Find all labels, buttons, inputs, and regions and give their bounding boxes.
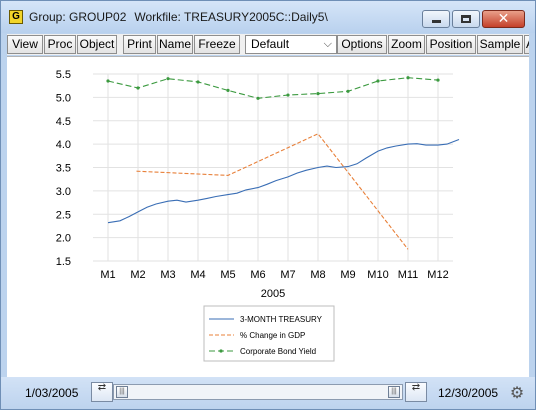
series-point — [376, 79, 380, 83]
maximize-button[interactable] — [452, 10, 480, 28]
series-point — [166, 77, 170, 81]
minimize-button[interactable] — [422, 10, 450, 28]
gridlines — [93, 73, 453, 262]
x-tick-label: M3 — [160, 269, 175, 281]
name-button[interactable]: Name — [157, 35, 193, 54]
x-tick-label: M10 — [367, 269, 388, 281]
series-line-1 — [107, 138, 460, 224]
y-tick-label: 3.0 — [56, 186, 71, 198]
y-tick-label: 1.5 — [56, 256, 71, 268]
zoom-button[interactable]: Zoom — [388, 35, 425, 54]
series-point — [136, 86, 140, 90]
series-point — [346, 89, 350, 93]
double-arrow-icon: ⇄ — [97, 382, 107, 393]
y-tick-label: 2.5 — [56, 209, 71, 221]
object-toolbar: View Proc Object Print Name Freeze Defau… — [7, 34, 529, 55]
sample-start-date: 1/03/2005 — [25, 386, 79, 400]
object-button[interactable]: Object — [77, 35, 117, 54]
gear-icon[interactable]: ⚙ — [509, 385, 525, 402]
x-tick-label: M4 — [190, 269, 205, 281]
x-tick-label: M1 — [100, 269, 115, 281]
series-lines — [106, 76, 460, 250]
graph-area[interactable]: 1.5 2.0 2.5 3.0 3.5 4.0 4.5 5.0 5.5 M1 M2 M3 M4 M5 M6 M… — [7, 56, 529, 377]
dropdown-value: Default — [251, 37, 290, 51]
proc-button[interactable]: Proc — [44, 35, 76, 54]
close-icon: ✕ — [497, 11, 510, 27]
y-tick-label: 3.5 — [56, 163, 71, 175]
slider-start-handle[interactable]: ||| — [116, 386, 128, 398]
series-point — [316, 92, 320, 96]
graph-type-dropdown[interactable]: Default ⌵ — [245, 35, 337, 54]
axes: 1.5 2.0 2.5 3.0 3.5 4.0 4.5 5.0 5.5 M1 M2 M3 M4 M5 M6 M… — [56, 69, 449, 300]
y-tick-label: 4.5 — [56, 116, 71, 128]
freeze-button[interactable]: Freeze — [194, 35, 240, 54]
title-group: Group: GROUP02 — [29, 10, 127, 24]
title-workfile: Workfile: TREASURY2005C::Daily5\ — [134, 10, 328, 24]
view-button[interactable]: View — [7, 35, 43, 54]
legend: 3-MONTH TREASURY % Change in GDP Corporate… — [203, 305, 335, 362]
y-tick-label: 4.0 — [56, 139, 71, 151]
legend-entry: % Change in GDP — [240, 331, 305, 340]
sample-start-arrows-button[interactable]: ⇄ — [91, 382, 113, 402]
series-line-2 — [136, 133, 409, 250]
sample-end-arrows-button[interactable]: ⇄ — [405, 382, 427, 402]
close-button[interactable]: ✕ — [482, 10, 525, 28]
sample-end-date: 12/30/2005 — [438, 386, 499, 400]
x-tick-label: M12 — [427, 269, 448, 281]
x-tick-label: M9 — [340, 269, 355, 281]
legend-entry: Corporate Bond Yield — [240, 347, 316, 356]
legend-marker — [219, 349, 223, 353]
more-button[interactable]: A — [524, 35, 529, 54]
chevron-down-icon: ⌵ — [323, 38, 332, 50]
series-point — [286, 93, 290, 97]
legend-entry: 3-MONTH TREASURY — [240, 315, 323, 324]
y-tick-label: 5.0 — [56, 92, 71, 104]
double-arrow-icon: ⇄ — [411, 382, 421, 393]
y-tick-label: 2.0 — [56, 233, 71, 245]
window-title: Group: GROUP02 Workfile: TREASURY2005C::D… — [29, 10, 328, 24]
x-tick-label: M5 — [220, 269, 235, 281]
maximize-icon — [461, 15, 471, 23]
series-point — [106, 79, 110, 83]
sample-range-slider[interactable]: ||| ||| — [113, 384, 403, 400]
group-object-icon: G — [9, 10, 23, 24]
x-tick-label: M2 — [130, 269, 145, 281]
position-button[interactable]: Position — [426, 35, 476, 54]
series-point — [436, 78, 440, 82]
series-point — [196, 80, 200, 84]
x-tick-label: M6 — [250, 269, 265, 281]
options-button[interactable]: Options — [337, 35, 387, 54]
minimize-icon — [432, 20, 441, 23]
line-chart[interactable]: 1.5 2.0 2.5 3.0 3.5 4.0 4.5 5.0 5.5 M1 M2 M3 M4 M5 M6 M… — [7, 57, 529, 377]
slider-end-handle[interactable]: ||| — [388, 386, 400, 398]
series-point — [256, 96, 260, 100]
series-point — [406, 76, 410, 80]
legend-box — [203, 305, 335, 362]
sample-bar: 1/03/2005 ⇄ ||| ||| ⇄ 12/30/2005 ⚙ — [1, 377, 535, 409]
series-point — [226, 88, 230, 92]
x-tick-label: M8 — [310, 269, 325, 281]
x-axis-label: 2005 — [261, 288, 285, 300]
print-button[interactable]: Print — [123, 35, 156, 54]
y-tick-label: 5.5 — [56, 69, 71, 81]
series-line-3 — [107, 77, 439, 99]
sample-button[interactable]: Sample — [477, 35, 523, 54]
x-tick-label: M11 — [398, 269, 419, 281]
title-bar[interactable]: G Group: GROUP02 Workfile: TREASURY2005C:… — [1, 1, 535, 33]
x-tick-label: M7 — [280, 269, 295, 281]
